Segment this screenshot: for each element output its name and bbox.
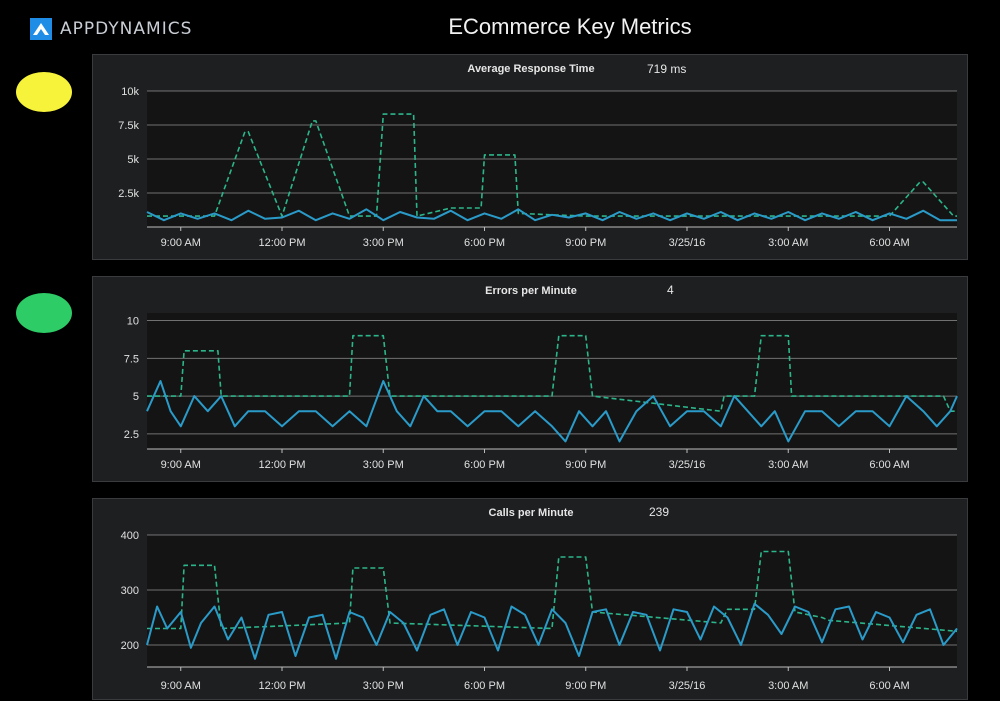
- x-tick-label: 12:00 PM: [258, 237, 305, 249]
- logo-text: APPDYNAMICS: [60, 19, 193, 39]
- current-series-line: [146, 208, 957, 222]
- x-tick-label: 6:00 PM: [464, 680, 505, 692]
- page-title: ECommerce Key Metrics: [448, 14, 692, 39]
- x-tick-label: 6:00 AM: [869, 237, 909, 249]
- y-tick-label: 300: [121, 585, 139, 597]
- y-tick-label: 10k: [121, 86, 139, 98]
- chart-average-response-time: 10k 7.5k 5k 2.5k 9:00 AM 12:00 PM 3:00 PM 6:00 …: [118, 86, 957, 249]
- x-tick-label: 9:00 PM: [565, 237, 606, 249]
- panel-title: Average Response Time: [467, 63, 595, 75]
- panel-value: 4: [667, 283, 674, 297]
- panel-value: 719 ms: [647, 62, 687, 76]
- y-tick-label: 2.5: [124, 429, 139, 441]
- y-tick-label: 5: [133, 391, 139, 403]
- y-tick-label: 10: [127, 316, 139, 328]
- x-tick-label: 3/25/16: [669, 680, 706, 692]
- x-tick-label: 9:00 AM: [161, 680, 201, 692]
- x-tick-label: 3:00 PM: [363, 680, 404, 692]
- x-tick-label: 6:00 PM: [464, 459, 505, 471]
- x-tick-label: 3:00 AM: [768, 680, 808, 692]
- chart-panel-errors-per-minute[interactable]: Errors per Minute 4 10 7.5 5 2.5 9:00 AM 12:0…: [92, 276, 968, 482]
- x-tick-label: 12:00 PM: [258, 459, 305, 471]
- chart-calls-per-minute: 400 300 200 9:00 AM 12:00 PM 3:00 PM 6:00 PM 9:…: [121, 530, 958, 692]
- panel-value: 239: [649, 505, 670, 519]
- y-tick-label: 400: [121, 530, 139, 542]
- appdynamics-logo-icon: [30, 18, 52, 40]
- x-tick-label: 3:00 PM: [363, 237, 404, 249]
- status-indicator-errors: [16, 293, 72, 333]
- x-tick-label: 3/25/16: [669, 237, 706, 249]
- x-tick-label: 3:00 PM: [363, 459, 404, 471]
- current-series-line: [146, 602, 958, 660]
- x-tick-label: 9:00 AM: [161, 459, 201, 471]
- x-tick-label: 6:00 PM: [464, 237, 505, 249]
- x-tick-label: 9:00 PM: [565, 680, 606, 692]
- x-tick-label: 3:00 AM: [768, 459, 808, 471]
- x-tick-label: 6:00 AM: [869, 680, 909, 692]
- chart-errors-per-minute: 10 7.5 5 2.5 9:00 AM 12:00 PM 3:00 PM 6:00 PM 9:…: [124, 313, 958, 471]
- x-tick-label: 9:00 AM: [161, 237, 201, 249]
- x-tick-label: 12:00 PM: [258, 680, 305, 692]
- plot-area: [147, 535, 957, 667]
- y-tick-label: 5k: [127, 154, 139, 166]
- x-tick-label: 3:00 AM: [768, 237, 808, 249]
- panel-title: Errors per Minute: [485, 285, 577, 297]
- status-indicator-response-time: [16, 72, 72, 112]
- baseline-series-line: [147, 550, 958, 633]
- y-tick-label: 200: [121, 640, 139, 652]
- plot-area: [147, 313, 957, 449]
- y-tick-label: 7.5k: [118, 120, 139, 132]
- x-tick-label: 3/25/16: [669, 459, 706, 471]
- chart-panel-average-response-time[interactable]: Average Response Time 719 ms 10k 7.5k 5k 2.…: [92, 54, 968, 260]
- y-tick-label: 7.5: [124, 353, 139, 365]
- current-series-line: [146, 380, 958, 443]
- chart-panel-calls-per-minute[interactable]: Calls per Minute 239 400 300 200 9:00 AM 12:…: [92, 498, 968, 700]
- app-logo: APPDYNAMICS: [30, 18, 192, 40]
- x-tick-label: 9:00 PM: [565, 459, 606, 471]
- x-tick-label: 6:00 AM: [869, 459, 909, 471]
- y-tick-label: 2.5k: [118, 188, 139, 200]
- panel-title: Calls per Minute: [488, 507, 574, 519]
